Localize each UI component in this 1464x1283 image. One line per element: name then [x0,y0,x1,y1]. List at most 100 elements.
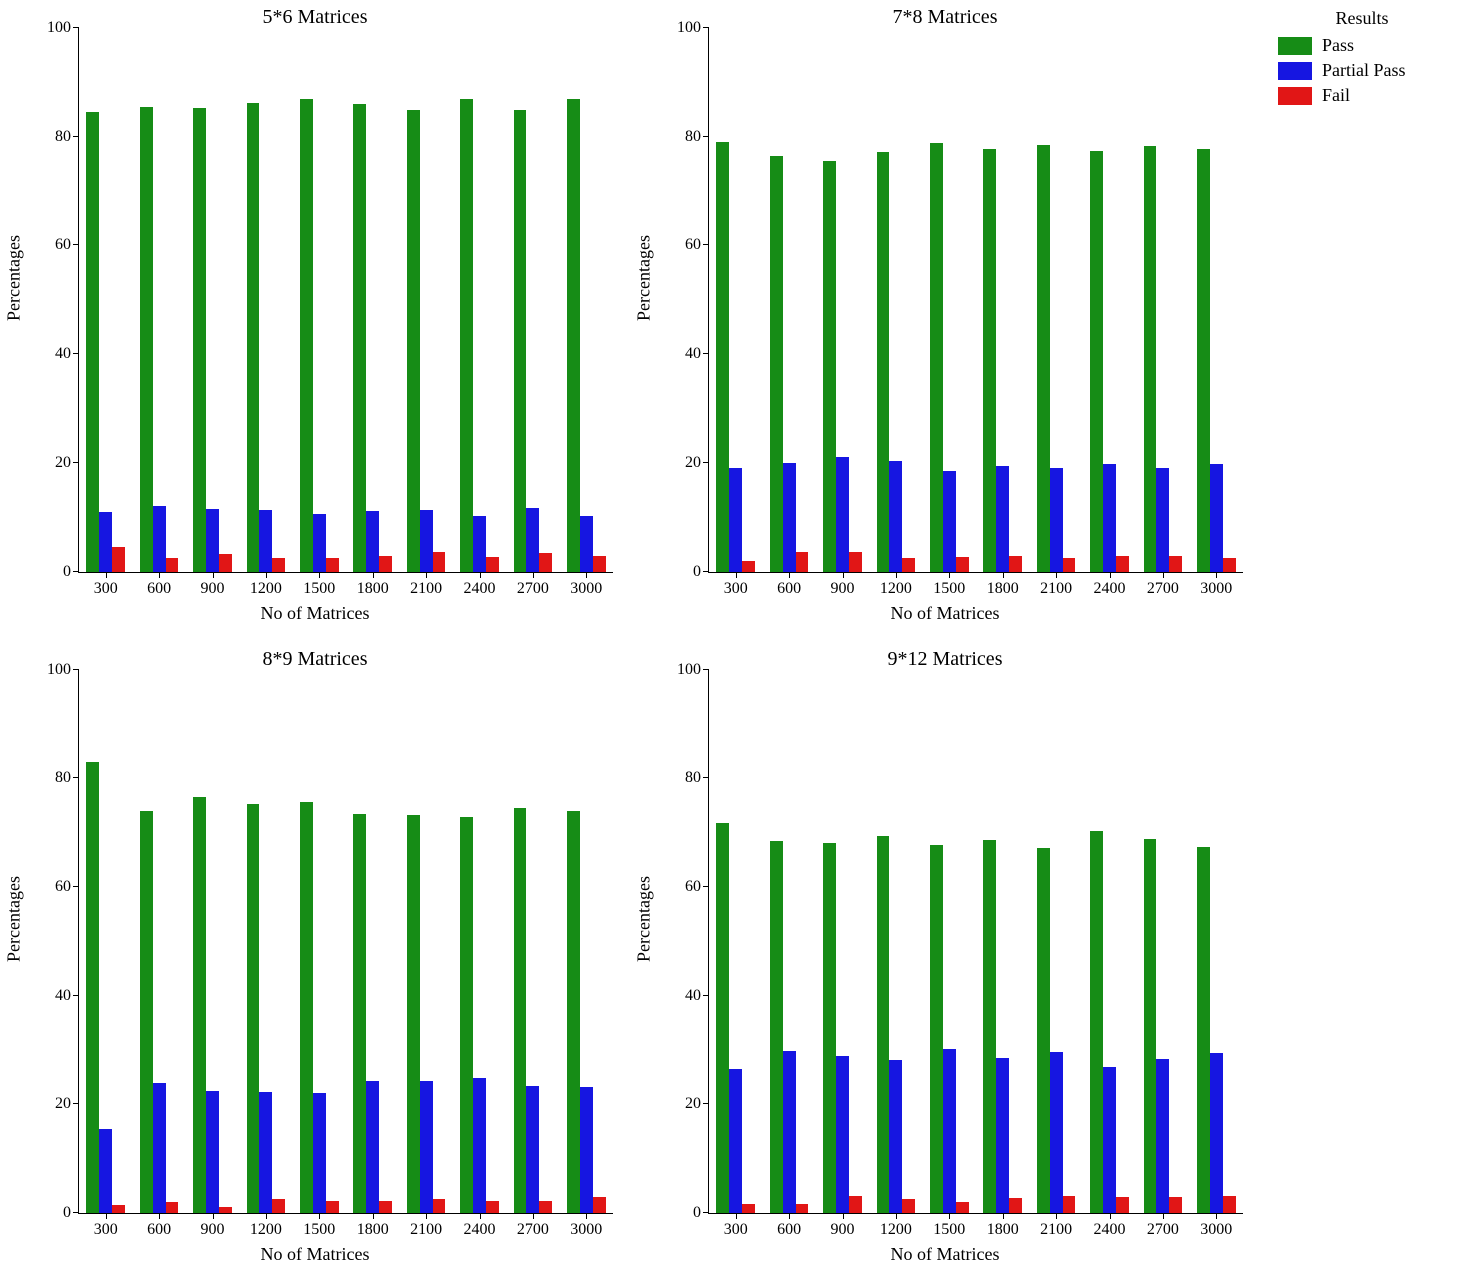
y-axis-label: Percentages [4,235,25,321]
ytick-label: 20 [55,1095,79,1113]
pass-bar [193,797,206,1213]
legend-label-pass: Pass [1322,35,1354,56]
legend-title: Results [1272,8,1452,29]
pass-bar [460,99,473,572]
xtick-label: 1800 [357,1213,389,1239]
partial-pass-bar [259,1092,272,1213]
pass-bar [567,99,580,572]
pass-bar [247,103,260,571]
fail-bar [1223,558,1236,571]
panel-grid: 5*6 Matrices Percentages No of Matrices … [0,0,1260,1283]
pass-bar [140,107,153,572]
fail-bar [956,557,969,572]
xtick-label: 1500 [303,572,335,598]
legend-label-partial: Partial Pass [1322,60,1406,81]
pass-bar [716,823,729,1213]
pass-bar [514,808,527,1213]
pass-bar [86,112,99,571]
fail-bar [1063,558,1076,572]
xtick-label: 2400 [464,1213,496,1239]
pass-bar [407,110,420,572]
ytick-label: 100 [47,19,79,37]
xtick-label: 600 [777,1213,801,1239]
pass-bar [300,99,313,572]
pass-bar [1144,839,1157,1213]
xtick-label: 3000 [1200,1213,1232,1239]
pass-bar [823,161,836,571]
xtick-label: 600 [147,1213,171,1239]
fail-bar [1116,556,1129,571]
ytick-label: 40 [685,987,709,1005]
ytick-label: 20 [685,1095,709,1113]
pass-bar [1197,847,1210,1213]
ytick-label: 80 [55,769,79,787]
panel-title: 5*6 Matrices [0,6,630,29]
partial-pass-bar [1210,464,1223,572]
pass-bar [930,845,943,1213]
xtick-label: 900 [201,572,225,598]
partial-pass-bar [1210,1053,1223,1213]
xtick-label: 1500 [933,1213,965,1239]
partial-pass-bar [1103,1067,1116,1213]
partial-pass-bar [366,511,379,572]
panel-title: 9*12 Matrices [630,648,1260,671]
fail-bar [539,553,552,571]
x-axis-label: No of Matrices [891,603,1000,624]
ytick-label: 20 [685,454,709,472]
pass-bar [567,811,580,1213]
ytick-label: 20 [55,454,79,472]
fail-bar [326,558,339,572]
ytick-label: 60 [685,236,709,254]
fail-bar [1009,556,1022,571]
partial-pass-bar [580,1087,593,1213]
fail-bar [742,561,755,572]
ytick-label: 80 [685,769,709,787]
pass-bar [300,802,313,1213]
xtick-label: 2400 [1094,572,1126,598]
panel-8x9: 8*9 Matrices Percentages No of Matrices … [0,642,630,1283]
fail-bar [486,1201,499,1214]
panel-title: 8*9 Matrices [0,648,630,671]
fail-bar [166,558,179,572]
legend: Results Pass Partial Pass Fail [1272,8,1452,108]
partial-pass-bar [526,1086,539,1213]
plot-area: 0204060801003006009001200150018002100240… [708,28,1243,573]
xtick-label: 1800 [357,572,389,598]
pass-bar [823,843,836,1213]
fail-bar [219,554,232,571]
partial-pass-bar [783,463,796,572]
partial-pass-bar [1103,464,1116,572]
xtick-label: 3000 [1200,572,1232,598]
y-axis-label: Percentages [634,876,655,962]
ytick-label: 40 [685,345,709,363]
partial-pass-bar [996,466,1009,571]
partial-pass-bar [836,1056,849,1213]
pass-bar [140,811,153,1213]
panel-5x6: 5*6 Matrices Percentages No of Matrices … [0,0,630,642]
xtick-label: 2100 [410,572,442,598]
ytick-label: 80 [685,128,709,146]
ytick-label: 60 [55,878,79,896]
pass-bar [193,108,206,572]
partial-pass-bar [153,506,166,571]
partial-pass-bar [473,516,486,572]
plot-area: 0204060801003006009001200150018002100240… [708,670,1243,1215]
ytick-label: 0 [63,1204,79,1222]
xtick-label: 1200 [250,1213,282,1239]
pass-bar [460,817,473,1213]
legend-label-fail: Fail [1322,85,1350,106]
partial-pass-bar [889,461,902,571]
partial-pass-bar [729,1069,742,1213]
legend-item-pass: Pass [1272,33,1452,58]
partial-pass-bar [420,1081,433,1213]
pass-bar [514,110,527,572]
xtick-label: 300 [94,572,118,598]
ytick-label: 100 [677,661,709,679]
pass-bar [1144,146,1157,571]
fail-bar [742,1204,755,1213]
partial-pass-bar [473,1078,486,1213]
ytick-label: 40 [55,987,79,1005]
pass-bar [1197,149,1210,572]
xtick-label: 2700 [517,1213,549,1239]
partial-pass-bar [1156,1059,1169,1213]
